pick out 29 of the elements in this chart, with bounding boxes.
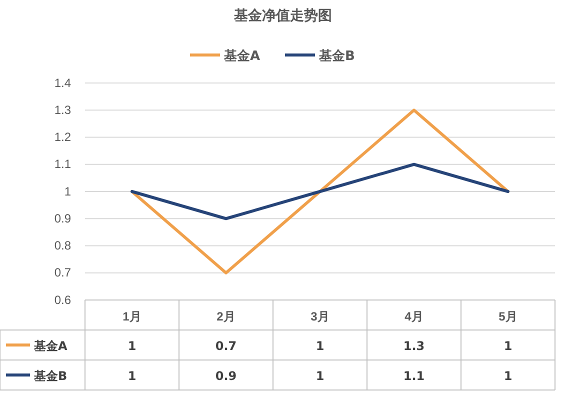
x-tick-label: 5月 — [498, 310, 518, 324]
y-tick-label: 1.2 — [54, 130, 72, 144]
data-label: 1 — [128, 369, 136, 383]
data-label: 1.1 — [403, 369, 425, 383]
text: 基金B — [34, 369, 68, 383]
y-tick-label: 0.6 — [54, 292, 72, 307]
legend-label: 基金A — [223, 49, 260, 64]
y-tick-label: 1.3 — [54, 102, 72, 117]
data-label: 1 — [316, 339, 324, 353]
data-label: 0.9 — [215, 369, 237, 383]
y-tick-label: 0.9 — [54, 211, 72, 226]
y-tick-label: 0.8 — [54, 238, 72, 253]
chart-title: 基金净值走势图 — [233, 8, 332, 24]
text: 基金A — [34, 339, 68, 353]
data-label: 1 — [128, 339, 136, 353]
data-label: 1 — [504, 339, 512, 353]
y-tick-label: 1.1 — [54, 157, 72, 172]
legend-label: 基金B — [318, 49, 355, 64]
y-tick-label: 1 — [64, 184, 72, 198]
y-tick-label: 1.4 — [54, 76, 72, 90]
data-label: 1 — [504, 369, 512, 383]
x-tick-label: 2月 — [216, 310, 236, 324]
x-tick-label: 4月 — [404, 310, 424, 324]
data-label: 1.3 — [403, 339, 425, 353]
x-tick-label: 1月 — [122, 310, 142, 324]
data-label: 0.7 — [215, 339, 237, 353]
y-tick-label: 0.7 — [54, 266, 72, 280]
x-tick-label: 3月 — [310, 310, 330, 324]
data-label: 1 — [316, 369, 324, 383]
